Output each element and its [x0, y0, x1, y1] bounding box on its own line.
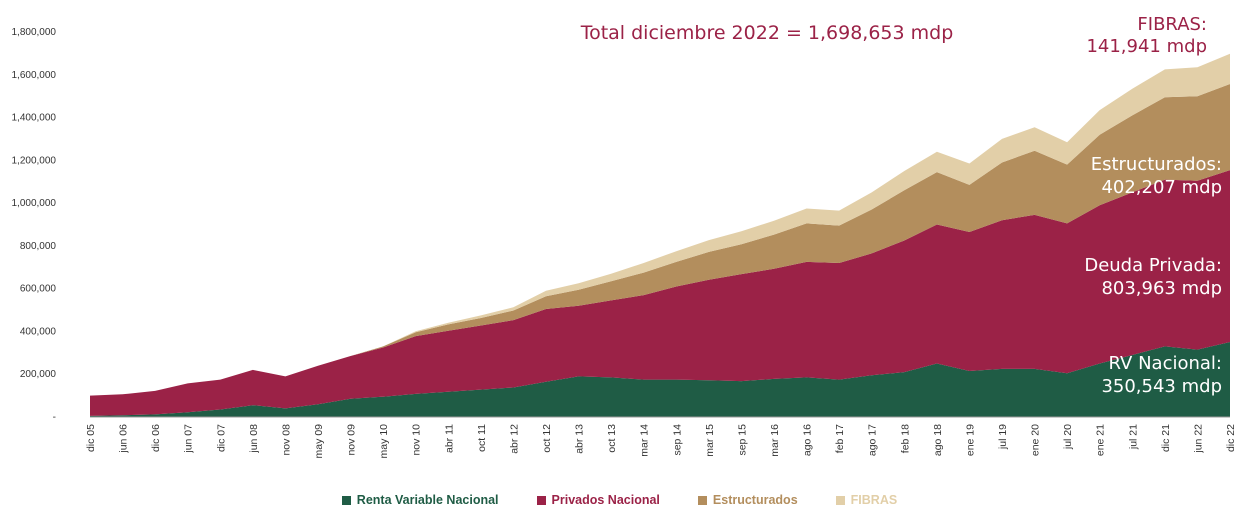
- x-tick-label: jul 20: [1062, 424, 1074, 450]
- estructurados-annotation-label: Estructurados:: [1091, 154, 1222, 175]
- x-tick-label: abr 11: [443, 424, 455, 453]
- x-tick-label: jun 06: [118, 424, 130, 454]
- legend-swatch: [341, 495, 351, 505]
- x-tick-label: ago 17: [867, 424, 879, 456]
- x-tick-label: mar 15: [704, 424, 716, 457]
- x-tick-label: oct 13: [606, 424, 618, 453]
- y-tick-label: 800,000: [20, 241, 57, 252]
- legend-label: Renta Variable Nacional: [356, 493, 499, 507]
- legend-item-fibras: FIBRAS: [835, 490, 898, 510]
- legend-swatch: [835, 495, 845, 505]
- x-tick-label: nov 08: [280, 424, 292, 456]
- y-tick-label: 400,000: [20, 326, 57, 337]
- x-tick-label: oct 12: [541, 424, 553, 453]
- x-tick-label: jun 07: [183, 424, 195, 454]
- legend-item-privados: Privados Nacional: [536, 490, 660, 510]
- y-axis: 1,800,000 1,600,000 1,400,000 1,200,000 1,00…: [12, 27, 57, 423]
- y-tick-label: 200,000: [20, 369, 57, 380]
- legend-label: Estructurados: [712, 493, 798, 507]
- x-tick-label: may 09: [313, 424, 325, 459]
- fibras-annotation-value: 141,941 mdp: [1086, 36, 1207, 57]
- x-axis: dic 05 jun 06 dic 06 jun 07 dic 07 jun 08 nov …: [85, 416, 1237, 459]
- x-tick-label: jun 08: [248, 424, 260, 454]
- legend-item-estructurados: Estructurados: [697, 490, 798, 510]
- x-tick-label: nov 10: [411, 424, 423, 456]
- x-tick-label: jul 19: [997, 424, 1009, 450]
- x-tick-label: nov 09: [346, 424, 358, 456]
- total-annotation: Total diciembre 2022 = 1,698,653 mdp: [580, 22, 954, 44]
- x-tick-label: mar 14: [639, 424, 651, 457]
- x-tick-label: oct 11: [476, 424, 488, 452]
- legend-label: Privados Nacional: [551, 493, 660, 507]
- y-tick-label: 1,000,000: [12, 198, 57, 209]
- x-tick-label: ago 16: [802, 424, 814, 456]
- stacked-area-chart: 1,800,000 1,600,000 1,400,000 1,200,000 1,00…: [12, 14, 1238, 459]
- deuda-annotation-label: Deuda Privada:: [1084, 255, 1222, 276]
- x-tick-label: sep 14: [671, 424, 683, 456]
- x-tick-label: ene 19: [964, 424, 976, 456]
- estructurados-annotation-value: 402,207 mdp: [1101, 177, 1222, 198]
- x-tick-label: abr 13: [574, 424, 586, 454]
- legend: Renta Variable Nacional Privados Naciona…: [0, 490, 1239, 510]
- legend-label: FIBRAS: [850, 493, 898, 507]
- x-tick-label: jul 21: [1127, 424, 1139, 450]
- y-tick-label: 1,800,000: [12, 27, 57, 38]
- y-tick-label: 1,400,000: [12, 113, 57, 124]
- y-tick-label: -: [53, 412, 56, 423]
- series-area-renta-variable-nacional: [90, 342, 1230, 417]
- x-tick-label: sep 15: [736, 424, 748, 456]
- x-tick-label: feb 18: [899, 424, 911, 453]
- rv-annotation-label: RV Nacional:: [1109, 353, 1222, 374]
- x-tick-label: ene 20: [1030, 424, 1042, 456]
- series-area-privados-nacional: [90, 170, 1230, 416]
- fibras-annotation-label: FIBRAS:: [1137, 14, 1207, 35]
- legend-swatch: [536, 495, 546, 505]
- x-tick-label: may 10: [378, 424, 390, 459]
- x-tick-label: dic 21: [1160, 424, 1172, 452]
- x-tick-label: ene 21: [1095, 424, 1107, 456]
- rv-annotation-value: 350,543 mdp: [1101, 376, 1222, 397]
- x-tick-label: ago 18: [932, 424, 944, 456]
- x-tick-label: abr 12: [508, 424, 520, 454]
- y-tick-label: 1,600,000: [12, 70, 57, 81]
- x-tick-label: mar 16: [769, 424, 781, 457]
- y-tick-label: 600,000: [20, 284, 57, 295]
- y-tick-label: 1,200,000: [12, 155, 57, 166]
- legend-item-rv: Renta Variable Nacional: [341, 490, 499, 510]
- deuda-annotation-value: 803,963 mdp: [1101, 278, 1222, 299]
- x-tick-label: dic 06: [150, 424, 162, 452]
- plot-area: [90, 53, 1230, 417]
- x-tick-label: dic 07: [215, 424, 227, 452]
- x-tick-label: jun 22: [1192, 424, 1204, 454]
- x-tick-label: dic 05: [85, 424, 97, 452]
- legend-swatch: [697, 495, 707, 505]
- x-tick-label: feb 17: [834, 424, 846, 453]
- x-tick-label: dic 22: [1225, 424, 1237, 452]
